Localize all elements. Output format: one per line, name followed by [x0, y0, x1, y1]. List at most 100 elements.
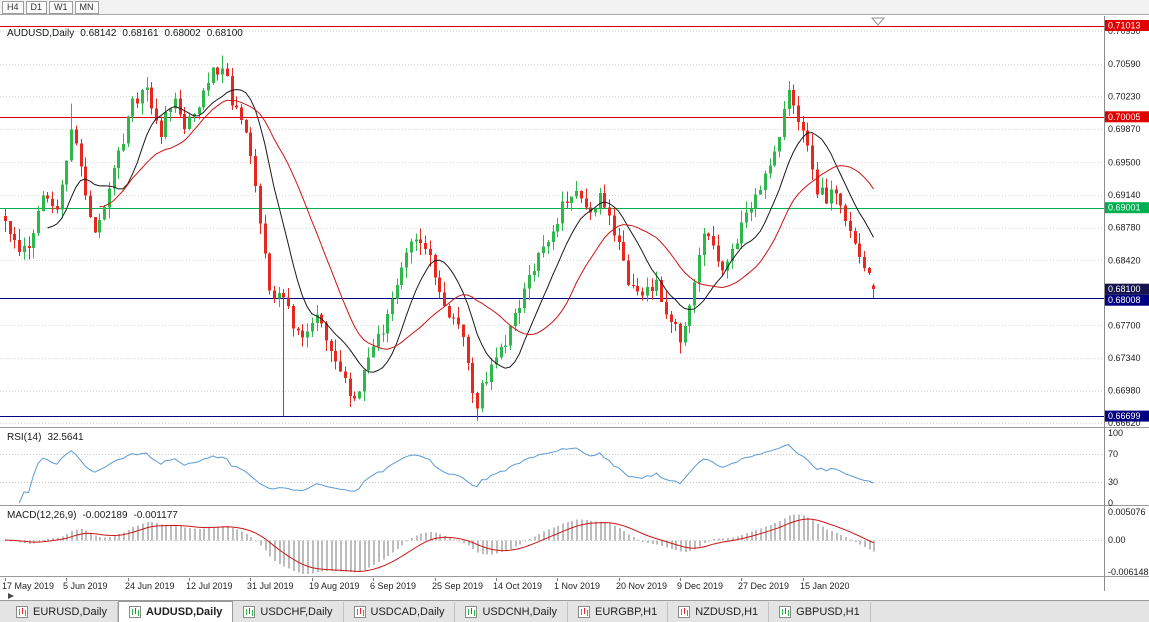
svg-text:0.69001: 0.69001 — [1108, 203, 1141, 213]
rsi-line — [18, 444, 874, 504]
time-axis-label: 31 Jul 2019 — [247, 581, 294, 591]
chart-ohlc-header: AUDUSD,Daily 0.68142 0.68161 0.68002 0.68100 — [7, 28, 249, 39]
ohlc-high: 0.68161 — [122, 28, 159, 39]
svg-text:0.66699: 0.66699 — [1108, 411, 1141, 421]
chart-shift-marker-icon[interactable] — [870, 17, 886, 26]
ma-slow-line — [99, 99, 874, 350]
svg-text:0.005076: 0.005076 — [1108, 507, 1146, 517]
svg-text:0.69870: 0.69870 — [1108, 124, 1141, 134]
rsi-value: 32.5641 — [47, 432, 84, 443]
scroll-strip — [0, 592, 1149, 600]
macd-indicator-panel[interactable]: 0.005076 0.00 -0.006148 MACD(12,26,9) -0.00… — [0, 507, 1149, 577]
time-axis-label: 27 Dec 2019 — [738, 581, 790, 591]
chart-tab-icon — [16, 606, 28, 618]
timeframe-button-w1[interactable]: W1 — [49, 0, 73, 14]
tab-label: GBPUSD,H1 — [796, 606, 860, 618]
tab-nzdusd-h1[interactable]: NZDUSD,H1 — [668, 602, 770, 622]
time-axis-tick — [680, 578, 681, 581]
tab-usdcad-daily[interactable]: USDCAD,Daily — [343, 602, 456, 622]
time-axis[interactable]: 17 May 2019 5 Jun 2019 24 Jun 2019 12 Jul 2… — [0, 578, 1149, 591]
macd-signal-line — [4, 518, 874, 572]
tab-label: USDCNH,Daily — [482, 606, 558, 618]
tab-usdcnh-daily[interactable]: USDCNH,Daily — [455, 602, 569, 622]
svg-text:0.67340: 0.67340 — [1108, 353, 1141, 363]
tab-label: USDCHF,Daily — [260, 606, 333, 618]
time-axis-label: 5 Jun 2019 — [63, 581, 108, 591]
tab-eurgbp-h1[interactable]: EURGBP,H1 — [568, 602, 669, 622]
svg-text:70: 70 — [1108, 449, 1118, 459]
candles-layer — [4, 55, 875, 421]
svg-text:0: 0 — [1108, 498, 1113, 506]
rsi-label: RSI(14) — [7, 432, 42, 443]
timeframe-button-h4[interactable]: H4 — [2, 0, 24, 14]
tab-audusd-daily[interactable]: AUDUSD,Daily — [117, 601, 234, 622]
chart-tab-icon — [465, 606, 478, 618]
chart-tab-icon — [128, 606, 141, 618]
time-axis-tick — [557, 578, 558, 581]
macd-axis-ticks: 0.005076 0.00 -0.006148 — [1108, 507, 1149, 577]
time-axis-label: 20 Nov 2019 — [616, 581, 668, 591]
scroll-marker-icon — [8, 593, 14, 599]
time-axis-tick — [250, 578, 251, 581]
svg-text:0.00: 0.00 — [1108, 535, 1126, 545]
svg-text:0.68100: 0.68100 — [1108, 284, 1141, 294]
svg-text:30: 30 — [1108, 477, 1118, 487]
macd-histogram — [5, 514, 875, 575]
svg-text:0.70590: 0.70590 — [1108, 59, 1141, 69]
time-axis-tick — [128, 578, 129, 581]
time-axis-tick — [741, 578, 742, 581]
svg-text:0.68420: 0.68420 — [1108, 255, 1141, 265]
chart-symbol-label: AUDUSD,Daily — [7, 28, 75, 39]
macd-signal-value: -0.001177 — [133, 510, 178, 521]
time-axis-label: 9 Dec 2019 — [677, 581, 724, 591]
time-axis-label: 15 Jan 2020 — [800, 581, 850, 591]
price-chart-panel[interactable]: 0.70950 0.70590 0.70230 0.69870 0.69500 0.691… — [0, 16, 1149, 428]
time-axis-label: 12 Jul 2019 — [186, 581, 233, 591]
time-axis-tick — [5, 578, 6, 581]
rsi-indicator-panel[interactable]: 100 70 30 0 RSI(14) 32.5641 — [0, 429, 1149, 506]
macd-svg[interactable]: 0.005076 0.00 -0.006148 — [0, 507, 1149, 577]
svg-text:0.68008: 0.68008 — [1108, 295, 1141, 305]
time-axis-label: 6 Sep 2019 — [370, 581, 417, 591]
tab-label: EURGBP,H1 — [595, 606, 658, 618]
price-axis-separator — [1104, 16, 1105, 591]
rsi-svg[interactable]: 100 70 30 0 — [0, 429, 1149, 506]
timeframe-button-d1[interactable]: D1 — [25, 0, 48, 14]
svg-text:0.70230: 0.70230 — [1108, 91, 1141, 101]
tab-usdchf-daily[interactable]: USDCHF,Daily — [233, 602, 344, 622]
tab-gbpusd-h1[interactable]: GBPUSD,H1 — [769, 602, 871, 622]
time-axis-label: 17 May 2019 — [2, 581, 55, 591]
time-axis-tick — [803, 578, 804, 581]
chart-tab-icon — [243, 606, 256, 618]
price-chart-svg[interactable]: 0.70950 0.70590 0.70230 0.69870 0.69500 0.691… — [0, 16, 1149, 428]
time-axis-tick — [66, 578, 67, 581]
chart-tab-icon — [779, 606, 792, 618]
svg-text:0.69500: 0.69500 — [1108, 158, 1141, 168]
macd-main-value: -0.002189 — [82, 510, 128, 521]
timeframe-button-mn[interactable]: MN — [74, 0, 99, 14]
ohlc-open: 0.68142 — [80, 28, 117, 39]
time-axis-label: 19 Aug 2019 — [309, 581, 360, 591]
timeframe-toolbar: H4 D1 W1 MN — [0, 0, 1149, 15]
svg-text:0.66620: 0.66620 — [1108, 418, 1141, 428]
ohlc-close: 0.68100 — [206, 28, 243, 39]
rsi-level-lines — [0, 454, 1104, 483]
tab-eurusd-daily[interactable]: EURUSD,Daily — [6, 602, 118, 622]
svg-text:100: 100 — [1108, 429, 1123, 438]
svg-text:0.70950: 0.70950 — [1108, 26, 1141, 36]
macd-header: MACD(12,26,9) -0.002189 -0.001177 — [7, 510, 184, 521]
rsi-header: RSI(14) 32.5641 — [7, 432, 90, 443]
svg-text:0.67700: 0.67700 — [1108, 320, 1141, 330]
price-axis-ticks[interactable]: 0.70950 0.70590 0.70230 0.69870 0.69500 0.691… — [1108, 26, 1141, 428]
macd-label: MACD(12,26,9) — [7, 510, 77, 521]
time-axis-tick — [435, 578, 436, 581]
chart-tab-icon — [678, 606, 691, 618]
tab-label: EURUSD,Daily — [33, 606, 107, 618]
rsi-axis-ticks: 100 70 30 0 — [1108, 429, 1123, 506]
chart-tab-icon — [353, 606, 366, 618]
horizontal-price-lines[interactable] — [0, 26, 1104, 417]
svg-text:0.70005: 0.70005 — [1108, 112, 1141, 122]
time-axis-label: 24 Jun 2019 — [125, 581, 175, 591]
